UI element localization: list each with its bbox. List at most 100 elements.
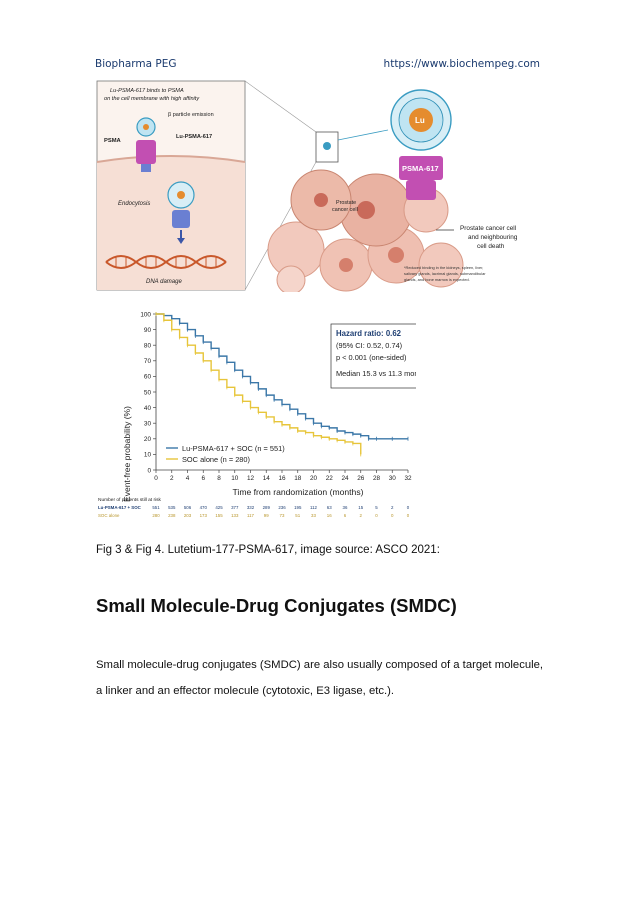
legend: Lu-PSMA-617 + SOC (n = 551) SOC alone (n… — [166, 444, 285, 464]
risk-table-title: Number of patients still at risk — [98, 497, 162, 503]
risk-value: 0 — [375, 513, 378, 518]
footnote-line-3: glands, and bone marrow is expected. — [404, 277, 470, 282]
risk-value: 506 — [184, 505, 192, 510]
x-tick-label: 28 — [373, 475, 381, 482]
risk-value: 133 — [231, 513, 239, 518]
psma-label: PSMA — [104, 138, 122, 144]
x-tick-label: 22 — [326, 475, 334, 482]
risk-value: 5 — [375, 505, 378, 510]
risk-value: 377 — [231, 505, 239, 510]
y-tick-label: 30 — [144, 421, 152, 428]
risk-row-label-soc: SOC alone — [98, 513, 120, 518]
beta-label: β particle emission — [168, 112, 214, 118]
body-paragraph: Small molecule-drug conjugates (SMDC) ar… — [96, 652, 556, 704]
mechanism-illustration: Lu-PSMA-617 binds to PSMA on the cell me… — [96, 80, 540, 292]
risk-value: 51 — [295, 513, 300, 518]
psma617-badge-label: PSMA-617 — [402, 164, 439, 173]
risk-value: 551 — [152, 505, 160, 510]
legend-lu: Lu-PSMA-617 + SOC (n = 551) — [182, 444, 285, 453]
y-tick-label: 70 — [144, 358, 152, 365]
risk-value: 332 — [247, 505, 255, 510]
risk-value: 238 — [168, 513, 176, 518]
y-tick-label: 0 — [147, 467, 151, 474]
x-axis-label: Time from randomization (months) — [232, 487, 363, 497]
figure-caption: Fig 3 & Fig 4. Lutetium-177-PSMA-617, im… — [96, 544, 440, 556]
legend-soc: SOC alone (n = 280) — [182, 455, 250, 464]
lu-badge-label: Lu — [415, 116, 425, 125]
x-tick-label: 0 — [154, 475, 158, 482]
x-tick-label: 6 — [201, 475, 205, 482]
y-tick-label: 50 — [144, 389, 152, 396]
x-tick-label: 20 — [310, 475, 318, 482]
risk-value: 535 — [168, 505, 176, 510]
x-tick-label: 26 — [357, 475, 365, 482]
y-tick-label: 100 — [140, 311, 151, 318]
x-tick-label: 30 — [389, 475, 397, 482]
risk-value: 16 — [327, 513, 332, 518]
risk-value: 73 — [280, 513, 285, 518]
risk-value: 0 — [407, 513, 410, 518]
x-tick-label: 2 — [170, 475, 174, 482]
death-label-3: cell death — [477, 243, 505, 250]
x-tick-label: 18 — [294, 475, 302, 482]
risk-value: 173 — [200, 513, 208, 518]
hazard-box: Hazard ratio: 0.62 (95% CI: 0.52, 0.74) … — [330, 323, 416, 389]
footnote-line-2: salivary glands, lacrimal glands, subman… — [404, 271, 486, 276]
hazard-ratio: Hazard ratio: 0.62 — [336, 329, 402, 338]
death-label-1: Prostate cancer cell — [460, 225, 516, 232]
risk-value: 36 — [343, 505, 348, 510]
risk-value: 155 — [215, 513, 223, 518]
y-tick-label: 90 — [144, 327, 152, 334]
risk-value: 425 — [215, 505, 223, 510]
x-tick-label: 14 — [263, 475, 271, 482]
dna-label: DNA damage — [146, 279, 182, 285]
risk-value: 2 — [360, 513, 363, 518]
x-tick-label: 10 — [231, 475, 239, 482]
y-tick-label: 10 — [144, 452, 152, 459]
x-tick-label: 8 — [217, 475, 221, 482]
x-tick-label: 16 — [278, 475, 286, 482]
risk-value: 99 — [264, 513, 269, 518]
hazard-median: Median 15.3 vs 11.3 months — [336, 369, 416, 378]
risk-value: 470 — [200, 505, 208, 510]
footnote-line-1: *Reduced binding in the kidneys, spleen,… — [404, 265, 483, 270]
x-tick-label: 24 — [341, 475, 349, 482]
y-tick-label: 60 — [144, 374, 152, 381]
risk-value: 280 — [152, 513, 160, 518]
hazard-ci: (95% CI: 0.52, 0.74) — [336, 341, 402, 350]
tumour-cell-cluster — [267, 169, 464, 292]
section-title: Small Molecule-Drug Conjugates (SMDC) — [96, 595, 457, 616]
risk-value: 33 — [311, 513, 316, 518]
death-label-2: and neighbouring — [468, 234, 518, 241]
y-tick-label: 20 — [144, 436, 152, 443]
risk-value: 112 — [310, 505, 318, 510]
risk-row-label-lu: Lu-PSMA-617 + SOC — [98, 505, 142, 510]
header-company: Biopharma PEG — [95, 58, 177, 70]
risk-value: 6 — [344, 513, 347, 518]
x-tick-label: 4 — [186, 475, 190, 482]
y-axis-label: Event-free probability (%) — [122, 406, 132, 502]
lu-psma-label: Lu-PSMA-617 — [176, 134, 212, 140]
risk-value: 0 — [407, 505, 410, 510]
prostate-cell-label-2: cancer cell — [332, 207, 358, 213]
paragraph-line-2: a linker and an effector molecule (cytot… — [96, 685, 395, 697]
risk-value: 203 — [184, 513, 192, 518]
risk-value: 195 — [294, 505, 302, 510]
paragraph-line-1: Small molecule-drug conjugates (SMDC) ar… — [96, 659, 544, 671]
risk-value: 63 — [327, 505, 332, 510]
y-tick-label: 40 — [144, 405, 152, 412]
risk-value: 0 — [391, 513, 394, 518]
hazard-p: p < 0.001 (one-sided) — [336, 353, 406, 362]
chart-series — [155, 312, 409, 457]
risk-value: 117 — [247, 513, 255, 518]
risk-table-values: 551 535 506 470 425 377 332 289 236 195 112 63 36 15 5… — [152, 505, 409, 518]
risk-value: 289 — [263, 505, 271, 510]
risk-value: 236 — [278, 505, 286, 510]
header-url[interactable]: https://www.biochempeg.com — [383, 58, 540, 70]
binds-label-1: Lu-PSMA-617 binds to PSMA — [110, 88, 184, 94]
prostate-cell-label-1: Prostate — [336, 200, 356, 206]
x-tick-label: 32 — [404, 475, 412, 482]
